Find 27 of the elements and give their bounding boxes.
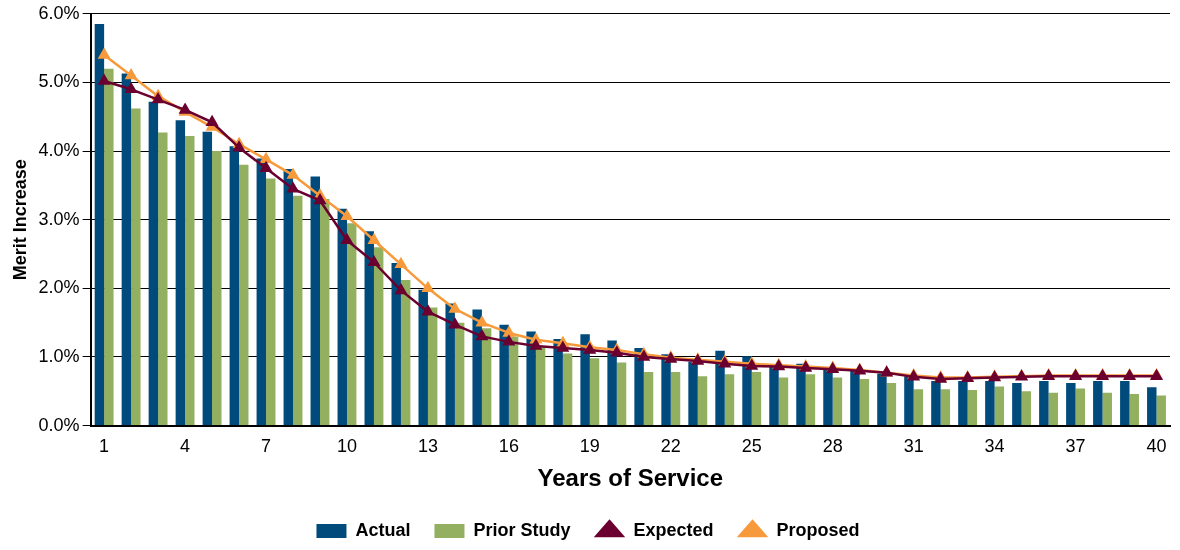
- legend-label: Prior Study: [473, 519, 571, 540]
- legend-label: Actual: [355, 519, 411, 540]
- x-tick-label: 19: [579, 436, 600, 457]
- x-tick-label: 16: [498, 436, 519, 457]
- y-tick-label: 4.0%: [38, 140, 80, 161]
- y-tick-label: 6.0%: [38, 2, 80, 23]
- x-tick-label: 1: [99, 436, 110, 457]
- y-tick-label: 5.0%: [38, 71, 80, 92]
- x-tick-label: 37: [1065, 436, 1086, 457]
- y-tick-label: 1.0%: [38, 345, 80, 366]
- x-tick-label: 40: [1146, 436, 1167, 457]
- y-tick-label: 2.0%: [38, 277, 80, 298]
- x-tick-label: 34: [984, 436, 1005, 457]
- x-tick-label: 7: [261, 436, 272, 457]
- x-tick-label: 25: [741, 436, 762, 457]
- x-tick-label: 22: [660, 436, 681, 457]
- y-axis-title: Merit Increase: [9, 159, 30, 281]
- legend-label: Expected: [633, 519, 714, 540]
- legend-label: Proposed: [776, 519, 860, 540]
- y-tick-label: 0.0%: [38, 414, 80, 435]
- x-tick-label: 31: [903, 436, 924, 457]
- y-tick-label: 3.0%: [38, 208, 80, 229]
- x-tick-label: 13: [417, 436, 438, 457]
- x-axis-title: Years of Service: [537, 464, 724, 492]
- x-tick-label: 10: [336, 436, 357, 457]
- x-tick-label: 28: [822, 436, 843, 457]
- x-tick-label: 4: [180, 436, 191, 457]
